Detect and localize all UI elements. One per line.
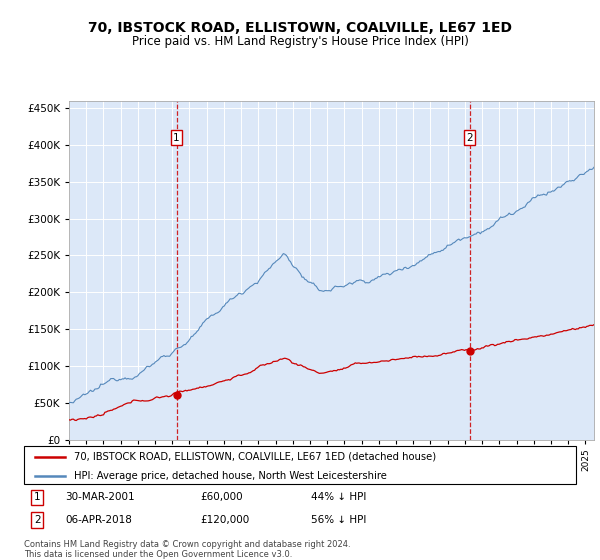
Text: 44% ↓ HPI: 44% ↓ HPI [311,492,367,502]
Text: 70, IBSTOCK ROAD, ELLISTOWN, COALVILLE, LE67 1ED (detached house): 70, IBSTOCK ROAD, ELLISTOWN, COALVILLE, … [74,452,436,462]
Text: 56% ↓ HPI: 56% ↓ HPI [311,515,367,525]
Text: 30-MAR-2001: 30-MAR-2001 [65,492,135,502]
Text: 06-APR-2018: 06-APR-2018 [65,515,132,525]
Text: £120,000: £120,000 [200,515,250,525]
Text: HPI: Average price, detached house, North West Leicestershire: HPI: Average price, detached house, Nort… [74,471,386,481]
Text: £60,000: £60,000 [200,492,243,502]
FancyBboxPatch shape [24,446,576,484]
Text: 1: 1 [34,492,41,502]
Text: Contains HM Land Registry data © Crown copyright and database right 2024.
This d: Contains HM Land Registry data © Crown c… [24,540,350,559]
Text: Price paid vs. HM Land Registry's House Price Index (HPI): Price paid vs. HM Land Registry's House … [131,35,469,49]
Text: 2: 2 [34,515,41,525]
Text: 1: 1 [173,133,180,143]
Text: 70, IBSTOCK ROAD, ELLISTOWN, COALVILLE, LE67 1ED: 70, IBSTOCK ROAD, ELLISTOWN, COALVILLE, … [88,21,512,35]
Text: 2: 2 [466,133,473,143]
